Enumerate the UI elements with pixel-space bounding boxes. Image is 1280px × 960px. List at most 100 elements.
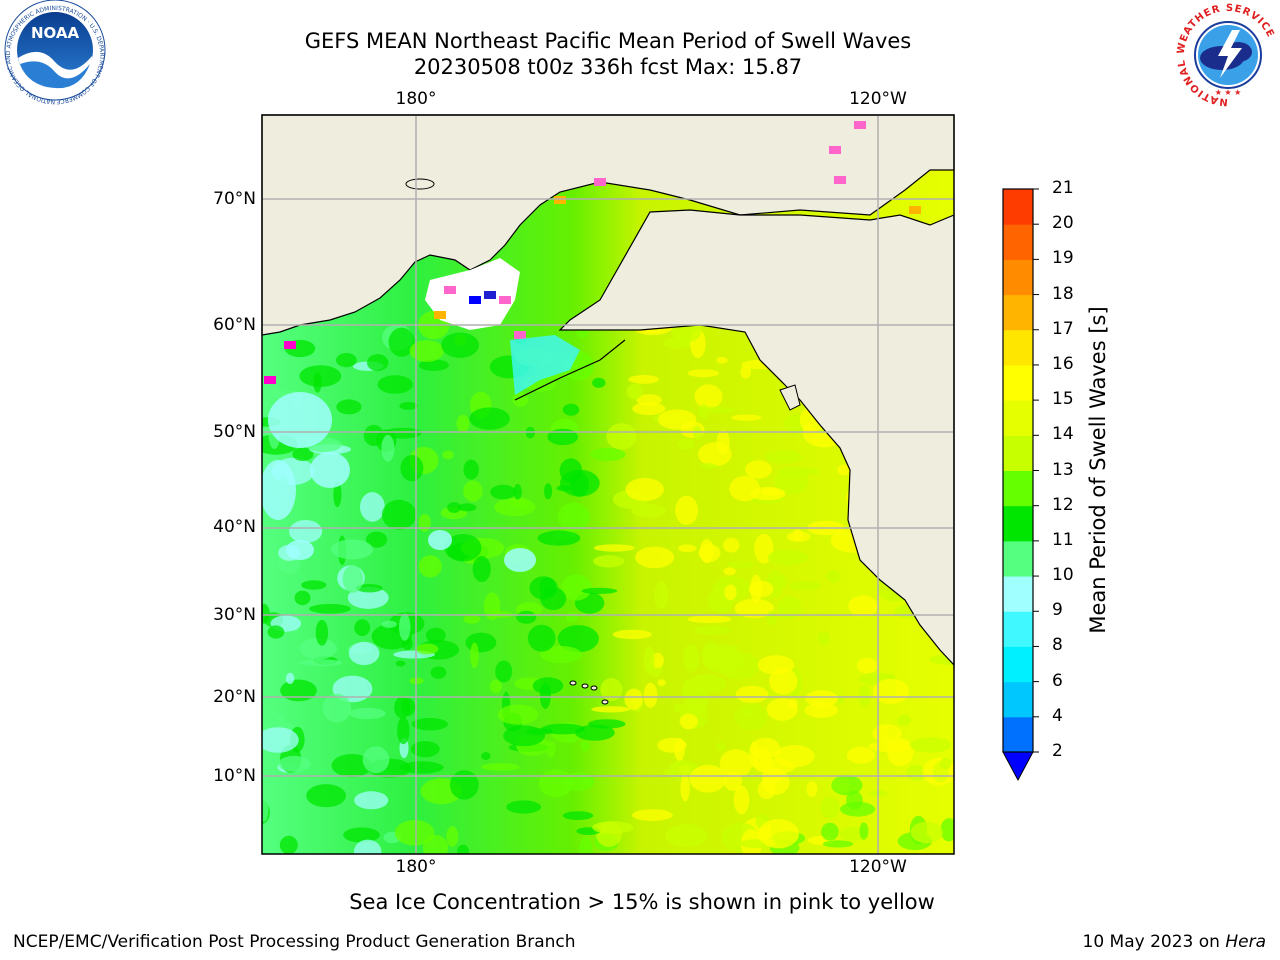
lat-label-60n: 60°N xyxy=(213,315,256,335)
period-patch xyxy=(679,713,698,730)
period-patch xyxy=(463,480,483,502)
period-patch xyxy=(381,620,397,628)
period-patch xyxy=(309,603,351,614)
period-patch xyxy=(758,819,800,849)
period-patch xyxy=(299,659,342,667)
colorbar-tick-label: 2 xyxy=(1052,741,1063,761)
sea-ice-cell xyxy=(444,286,456,294)
period-patch xyxy=(592,377,606,388)
period-patch xyxy=(635,546,675,569)
colorbar-tick-label: 14 xyxy=(1052,424,1074,445)
period-patch xyxy=(846,746,876,764)
period-patch xyxy=(735,685,769,703)
north-america-land xyxy=(558,209,955,667)
period-patch xyxy=(494,497,536,517)
period-patch xyxy=(694,625,731,636)
period-patch xyxy=(557,502,590,532)
period-patch xyxy=(786,531,811,542)
period-patch xyxy=(777,596,802,620)
period-patch xyxy=(400,761,444,774)
period-patch xyxy=(541,723,585,735)
sea-ice-cell xyxy=(264,376,276,384)
colorbar-swatch xyxy=(1003,611,1033,647)
period-patch xyxy=(306,784,346,808)
period-patch xyxy=(703,644,741,653)
colorbar-swatch xyxy=(1003,259,1033,296)
period-patch xyxy=(540,587,567,611)
period-patch xyxy=(562,403,580,416)
period-patch xyxy=(826,569,841,583)
period-patch xyxy=(347,586,389,609)
period-patch xyxy=(689,764,727,793)
period-patch xyxy=(539,646,582,663)
period-patch xyxy=(495,660,513,683)
period-patch xyxy=(940,757,952,770)
credit-text: NCEP/EMC/Verification Post Processing Pr… xyxy=(13,932,576,952)
period-patch xyxy=(394,820,435,846)
hawaii-island xyxy=(569,680,577,686)
period-patch xyxy=(267,625,285,639)
lon-label-top-180: 180° xyxy=(395,89,437,109)
period-patch xyxy=(593,555,625,568)
period-patch xyxy=(416,643,439,655)
period-patch xyxy=(724,584,737,601)
period-patch xyxy=(399,401,418,410)
sea-ice-cell xyxy=(284,341,296,349)
period-patch xyxy=(856,657,878,674)
period-patch xyxy=(788,698,798,709)
period-patch xyxy=(400,455,424,482)
period-patch xyxy=(418,359,449,372)
lat-label-70n: 70°N xyxy=(213,189,256,209)
lat-label-10n: 10°N xyxy=(213,766,256,786)
period-patch xyxy=(409,340,444,362)
period-patch xyxy=(769,667,798,695)
period-patch xyxy=(279,835,298,854)
wrangel-island xyxy=(405,178,435,190)
period-patch xyxy=(513,484,522,500)
period-patch xyxy=(490,484,516,500)
vancouver-island xyxy=(779,384,801,411)
period-patch xyxy=(411,717,448,731)
period-patch xyxy=(336,353,357,368)
colorbar-swatch xyxy=(1003,329,1033,366)
period-patch xyxy=(354,839,382,854)
period-patch xyxy=(292,447,314,461)
period-patch xyxy=(748,580,774,598)
hawaii-island xyxy=(590,685,598,691)
period-patch xyxy=(456,414,470,433)
period-patch xyxy=(632,402,666,416)
period-patch xyxy=(740,365,752,379)
period-patch xyxy=(349,707,386,720)
period-patch xyxy=(806,781,818,798)
period-patch xyxy=(745,460,772,479)
period-patch xyxy=(643,646,655,675)
period-patch xyxy=(343,827,380,843)
period-patch xyxy=(322,693,352,723)
period-patch xyxy=(556,485,572,492)
period-patch xyxy=(575,724,615,741)
map-frame xyxy=(261,114,955,855)
period-patch xyxy=(470,642,479,669)
period-patch xyxy=(289,520,323,543)
period-patch xyxy=(422,834,449,854)
period-patch xyxy=(481,752,491,761)
period-patch xyxy=(532,677,564,695)
period-patch xyxy=(400,698,416,717)
colorbar-swatch xyxy=(1003,435,1033,471)
colorbar-tick-label: 21 xyxy=(1052,178,1074,198)
period-patch xyxy=(693,426,702,440)
period-patch xyxy=(449,770,479,800)
period-patch xyxy=(697,404,710,420)
period-patch xyxy=(270,388,280,398)
lon-label-bottom-180: 180° xyxy=(395,857,437,877)
period-patch xyxy=(480,763,520,771)
period-patch xyxy=(687,686,708,715)
sea-ice-cell xyxy=(469,296,481,304)
period-patch xyxy=(362,746,390,774)
period-patch xyxy=(262,603,270,624)
period-patch xyxy=(418,513,431,532)
period-patch xyxy=(734,703,768,731)
lat-label-20n: 20°N xyxy=(213,687,256,707)
period-patch xyxy=(441,332,479,358)
period-patch xyxy=(388,327,415,357)
